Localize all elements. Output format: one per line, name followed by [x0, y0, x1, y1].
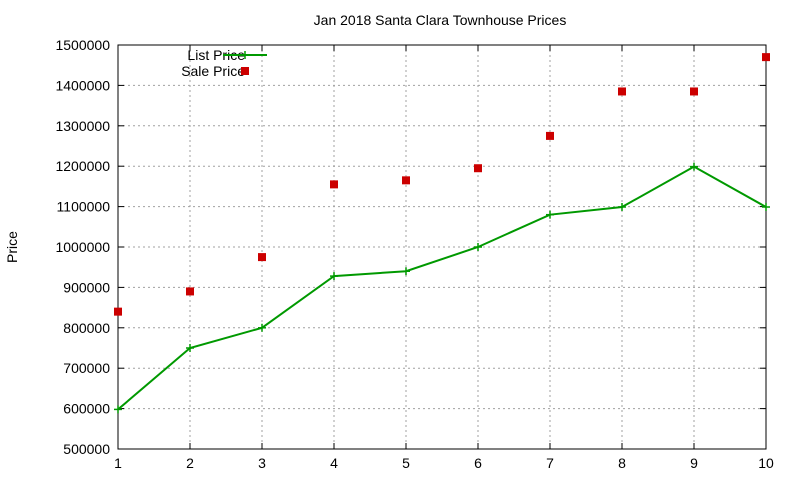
y-tick-label: 1100000 — [57, 199, 111, 215]
y-tick-label: 900000 — [63, 279, 110, 295]
legend-marker — [241, 67, 249, 75]
x-tick-label: 1 — [114, 455, 122, 471]
y-tick-label: 1000000 — [55, 239, 110, 255]
legend-marker — [241, 51, 249, 59]
x-tick-label: 2 — [186, 455, 194, 471]
y-tick-label: 1400000 — [55, 77, 110, 93]
sale-price-point — [546, 131, 554, 140]
y-axis-label: Price — [4, 231, 20, 263]
sale-price-point — [402, 176, 410, 185]
list-price-point — [186, 344, 194, 352]
y-tick-label: 1500000 — [55, 37, 110, 53]
x-tick-label: 8 — [618, 455, 626, 471]
list-price-point — [330, 272, 338, 281]
x-tick-label: 10 — [758, 455, 774, 471]
x-tick-label: 9 — [690, 455, 698, 471]
list-price-point — [690, 162, 698, 171]
list-price-series — [114, 162, 770, 414]
sale-price-point — [618, 87, 626, 96]
sale-price-series — [114, 53, 770, 316]
sale-price-point — [186, 287, 194, 296]
legend-label: Sale Price — [181, 63, 245, 79]
sale-price-point — [330, 180, 338, 189]
y-tick-label: 800000 — [63, 320, 110, 336]
list-price-point — [258, 323, 266, 332]
y-tick-label: 1300000 — [55, 118, 110, 134]
y-tick-label: 700000 — [63, 360, 110, 376]
sale-price-point — [474, 164, 482, 173]
list-price-point — [546, 210, 554, 219]
sale-price-point — [114, 307, 122, 316]
y-tick-label: 500000 — [63, 441, 110, 457]
chart-title: Jan 2018 Santa Clara Townhouse Prices — [314, 12, 567, 28]
grid-lines — [118, 45, 766, 449]
list-price-point — [762, 203, 770, 212]
list-price-point — [114, 405, 122, 414]
list-price-point — [618, 203, 626, 212]
list-price-point — [402, 267, 410, 276]
axis-ticks: 1 2 3 4 5 6 7 8 9 10 500000 600000 700000 800000 90000… — [55, 37, 774, 471]
sale-price-point — [690, 87, 698, 96]
x-tick-label: 5 — [402, 455, 410, 471]
x-tick-label: 3 — [258, 455, 266, 471]
y-tick-label: 600000 — [63, 401, 110, 417]
y-tick-label: 1200000 — [55, 158, 110, 174]
list-price-point — [474, 243, 482, 251]
x-tick-label: 6 — [474, 455, 482, 471]
sale-price-point — [762, 53, 770, 62]
legend-label: List Price — [187, 47, 245, 63]
data-series — [114, 53, 770, 414]
x-tick-label: 4 — [330, 455, 338, 471]
list-price-line — [117, 165, 767, 411]
x-tick-label: 7 — [546, 455, 554, 471]
sale-price-point — [258, 253, 266, 262]
